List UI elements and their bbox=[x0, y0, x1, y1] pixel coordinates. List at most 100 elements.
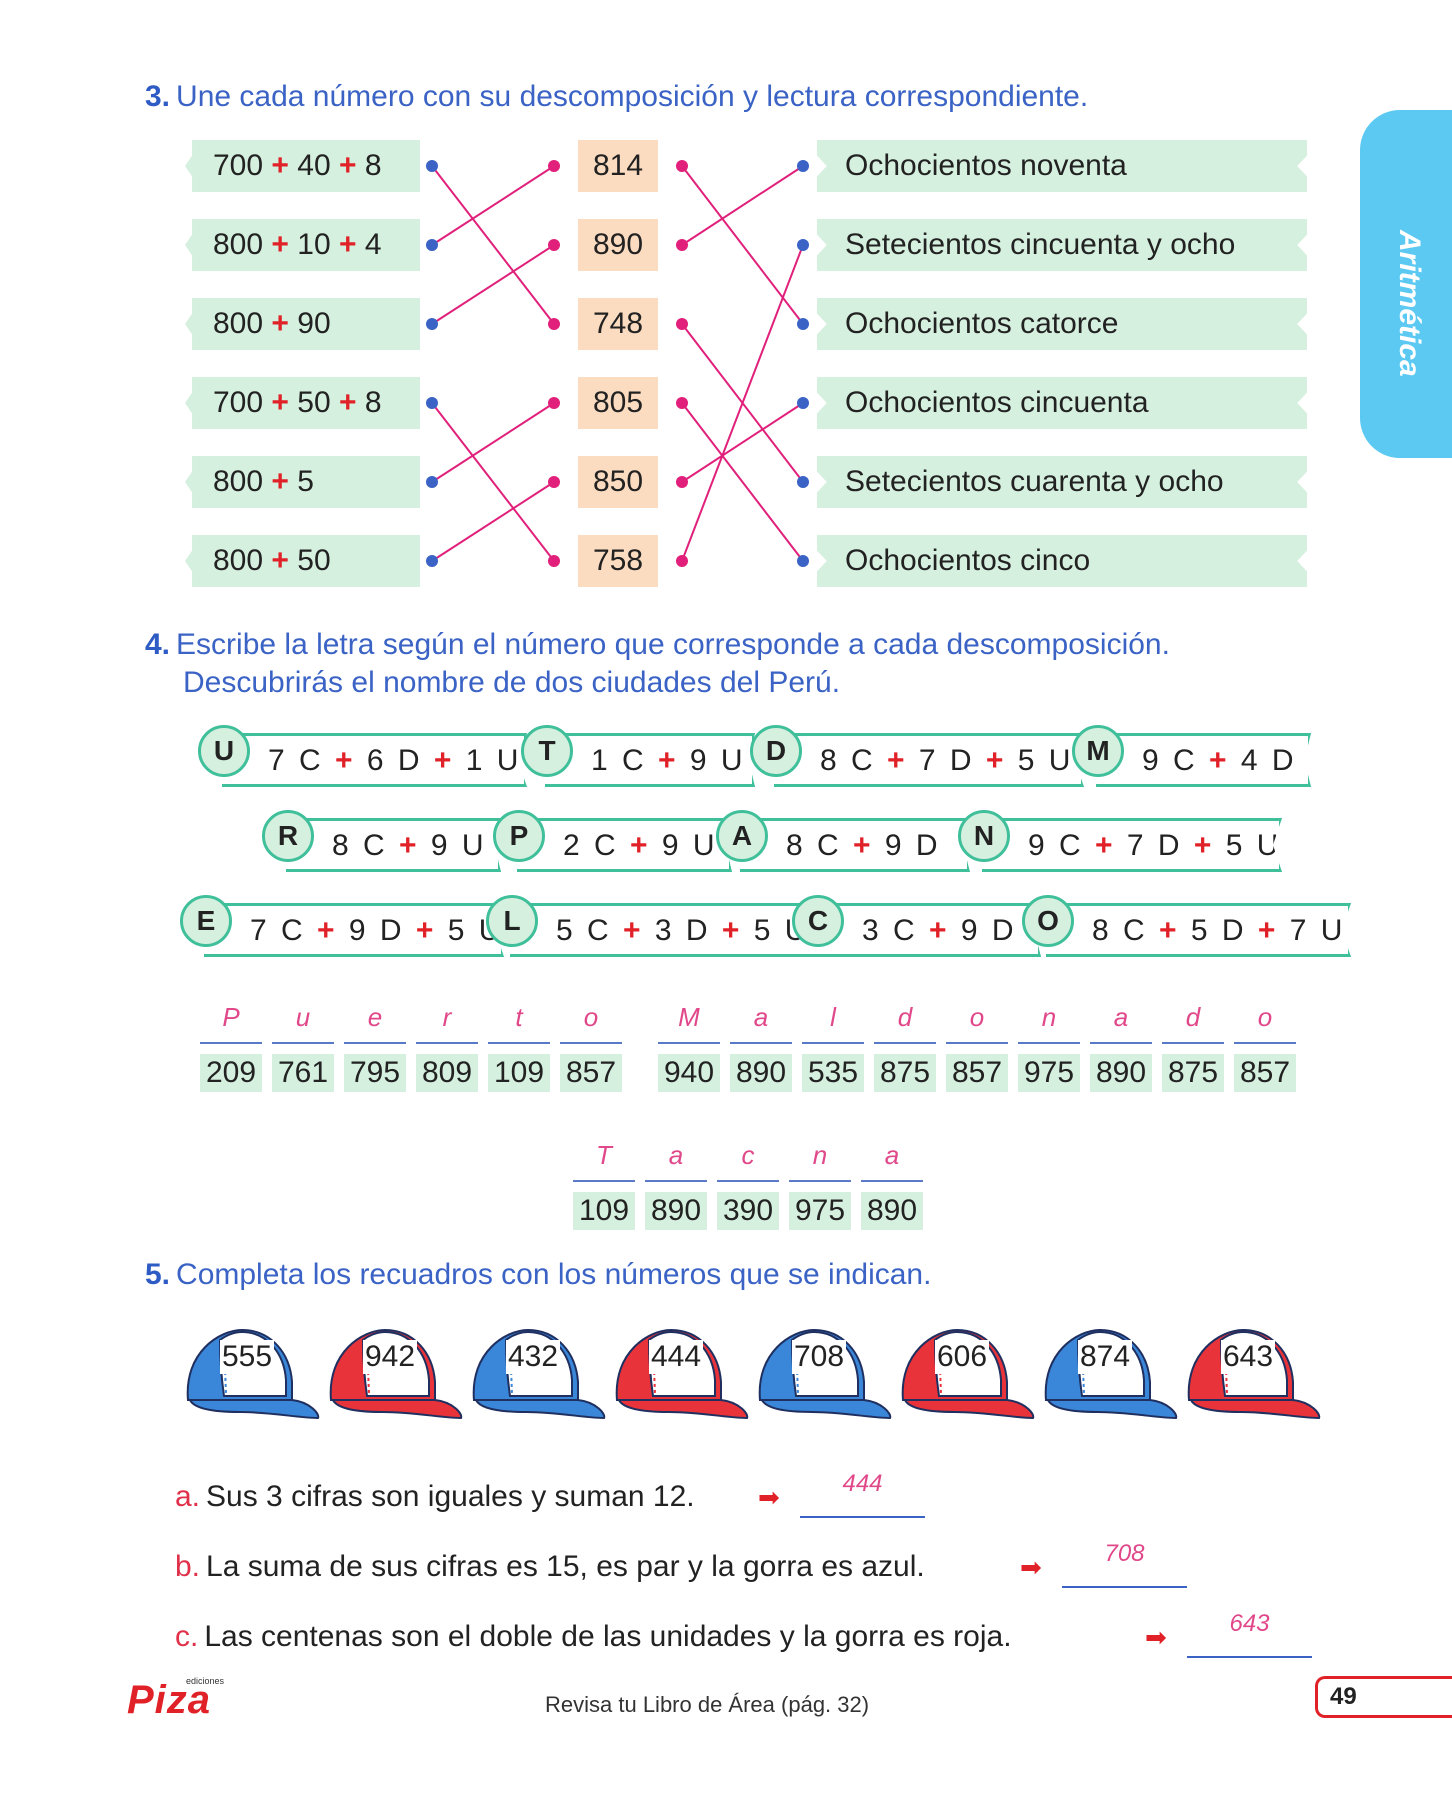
decomposition-term: 4 D bbox=[1240, 744, 1297, 777]
section-tab bbox=[1360, 110, 1452, 458]
word-maldonado-answer-letter[interactable]: n bbox=[1041, 1002, 1057, 1032]
decomposition-term: 7 U bbox=[1289, 914, 1346, 947]
word-puerto-answer-letter[interactable]: u bbox=[295, 1002, 311, 1032]
word-maldonado-answer-letter[interactable]: M bbox=[678, 1002, 700, 1032]
connection-dot[interactable] bbox=[548, 239, 560, 251]
decomposition-term: 9 U bbox=[689, 744, 746, 777]
word-maldonado-answer-letter[interactable]: d bbox=[897, 1002, 913, 1032]
connection-dot[interactable] bbox=[797, 476, 809, 488]
question-text: La suma de sus cifras es 15, es par y la… bbox=[206, 1550, 925, 1583]
plus-sign: + bbox=[330, 386, 365, 419]
word-tacna-answer-line bbox=[717, 1180, 779, 1182]
word-maldonado-answer-line bbox=[802, 1042, 864, 1044]
answer-value[interactable]: 708 bbox=[1104, 1540, 1145, 1567]
decomposition-term: 8 C bbox=[1092, 914, 1148, 947]
word-tacna-answer-letter[interactable]: n bbox=[812, 1140, 828, 1170]
connection-dot[interactable] bbox=[676, 476, 688, 488]
answer-line[interactable] bbox=[1062, 1586, 1187, 1588]
connection-dot[interactable] bbox=[426, 476, 438, 488]
line-805-to-cinco bbox=[681, 402, 804, 562]
number-box: 890 bbox=[578, 219, 658, 271]
connection-dot[interactable] bbox=[676, 239, 688, 251]
word-tacna-answer-letter[interactable]: a bbox=[884, 1140, 900, 1170]
connection-dot[interactable] bbox=[548, 318, 560, 330]
word-maldonado-answer-letter[interactable]: o bbox=[969, 1002, 985, 1032]
connection-dot[interactable] bbox=[676, 397, 688, 409]
answer-value[interactable]: 643 bbox=[1229, 1610, 1270, 1637]
connection-dot[interactable] bbox=[548, 555, 560, 567]
question-c: c. Las centenas son el doble de las unida… bbox=[175, 1620, 1012, 1654]
plus-sign: + bbox=[263, 544, 298, 577]
connection-dot[interactable] bbox=[548, 160, 560, 172]
cap-number: 708 bbox=[792, 1340, 847, 1374]
letter-badge: T bbox=[521, 725, 573, 777]
decomposition-term: 90 bbox=[297, 307, 331, 340]
word-maldonado-number: 890 bbox=[730, 1054, 792, 1092]
line-890-to-noventa bbox=[681, 165, 804, 246]
word-maldonado-answer-line bbox=[1162, 1042, 1224, 1044]
decomposition-term: 8 C bbox=[820, 744, 876, 777]
ribbon-band: 5 C + 3 D + 5 U bbox=[510, 903, 822, 957]
line-800-10-4-to-814 bbox=[431, 165, 555, 246]
word-puerto-answer-letter[interactable]: e bbox=[367, 1002, 383, 1032]
word-maldonado-answer-letter[interactable]: l bbox=[830, 1002, 836, 1032]
word-maldonado-number: 857 bbox=[946, 1054, 1008, 1092]
reading-box: Setecientos cuarenta y ocho bbox=[817, 456, 1307, 508]
connection-dot[interactable] bbox=[797, 555, 809, 567]
decomposition-box: 700 + 40 + 8 bbox=[185, 140, 420, 192]
connection-dot[interactable] bbox=[426, 397, 438, 409]
answer-value[interactable]: 444 bbox=[842, 1470, 883, 1497]
word-tacna-answer-letter[interactable]: T bbox=[596, 1140, 612, 1170]
decomposition-term: 50 bbox=[297, 386, 331, 419]
plus-sign: + bbox=[1083, 829, 1127, 862]
line-700-50-8-to-758 bbox=[431, 402, 555, 562]
word-puerto-answer-letter[interactable]: P bbox=[222, 1002, 240, 1032]
connection-dot[interactable] bbox=[676, 160, 688, 172]
decomposition-term: 700 bbox=[213, 386, 264, 419]
section-tab-label: Aritmética bbox=[1393, 230, 1426, 377]
connection-dot[interactable] bbox=[426, 555, 438, 567]
word-maldonado-answer-letter[interactable]: a bbox=[753, 1002, 769, 1032]
word-puerto-answer-letter[interactable]: o bbox=[583, 1002, 599, 1032]
word-puerto-answer-line bbox=[560, 1042, 622, 1044]
word-puerto-answer-letter[interactable]: r bbox=[442, 1002, 452, 1032]
matching-lines bbox=[426, 160, 809, 567]
word-maldonado-answer-line bbox=[730, 1042, 792, 1044]
word-maldonado-answer-letter[interactable]: a bbox=[1113, 1002, 1129, 1032]
connection-dot[interactable] bbox=[797, 239, 809, 251]
plus-sign: + bbox=[1147, 914, 1191, 947]
connection-dot[interactable] bbox=[676, 318, 688, 330]
footer-note: Revisa tu Libro de Área (pág. 32) bbox=[545, 1692, 870, 1717]
letter-badge: C bbox=[792, 895, 844, 947]
plus-sign: + bbox=[974, 744, 1018, 777]
word-maldonado-answer-letter[interactable]: o bbox=[1257, 1002, 1273, 1032]
word-puerto-number: 209 bbox=[200, 1054, 262, 1092]
line-800-50-to-850 bbox=[431, 481, 555, 562]
plus-sign: + bbox=[611, 914, 655, 947]
letter-badge: R bbox=[262, 810, 314, 862]
plus-sign: + bbox=[917, 914, 961, 947]
answer-line[interactable] bbox=[1187, 1656, 1312, 1658]
connection-dot[interactable] bbox=[548, 476, 560, 488]
exercise-4-text-line2: Descubrirás el nombre de dos ciudades de… bbox=[183, 666, 841, 699]
plus-sign: + bbox=[875, 744, 919, 777]
connection-dot[interactable] bbox=[548, 397, 560, 409]
connection-dot[interactable] bbox=[797, 397, 809, 409]
connection-dot[interactable] bbox=[426, 239, 438, 251]
connection-dot[interactable] bbox=[797, 160, 809, 172]
decomposition-term: 9 C bbox=[1028, 829, 1084, 862]
word-maldonado-answer-line bbox=[1018, 1042, 1080, 1044]
decomposition-term: 9 D bbox=[348, 914, 405, 947]
connection-dot[interactable] bbox=[797, 318, 809, 330]
exercise-4-title: 4. Escribe la letra según el número que c… bbox=[145, 628, 1170, 662]
ribbon-band: 2 C + 9 U bbox=[517, 818, 732, 872]
word-puerto-answer-letter[interactable]: t bbox=[515, 1002, 523, 1032]
answer-line[interactable] bbox=[800, 1516, 925, 1518]
connection-dot[interactable] bbox=[676, 555, 688, 567]
cap-number: 643 bbox=[1221, 1340, 1276, 1374]
connection-dot[interactable] bbox=[426, 318, 438, 330]
word-tacna-answer-letter[interactable]: a bbox=[668, 1140, 684, 1170]
word-maldonado-answer-letter[interactable]: d bbox=[1185, 1002, 1201, 1032]
connection-dot[interactable] bbox=[426, 160, 438, 172]
word-tacna-answer-letter[interactable]: c bbox=[741, 1140, 755, 1170]
